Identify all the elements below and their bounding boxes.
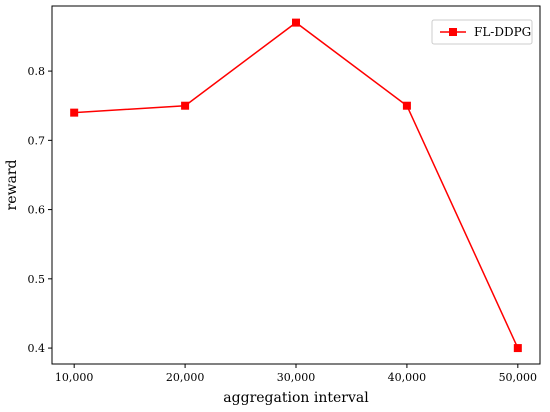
data-point bbox=[402, 101, 411, 110]
series-group bbox=[70, 18, 522, 353]
y-tick-label: 0.5 bbox=[28, 273, 46, 286]
legend-marker bbox=[449, 28, 457, 36]
x-tick-label: 40,000 bbox=[388, 371, 427, 384]
data-point bbox=[513, 344, 522, 353]
x-tick-label: 50,000 bbox=[499, 371, 538, 384]
y-axis-ticks: 0.4 0.5 0.6 0.7 0.8 bbox=[28, 65, 52, 355]
x-tick-label: 20,000 bbox=[166, 371, 205, 384]
x-tick-label: 10,000 bbox=[55, 371, 94, 384]
y-tick-label: 0.6 bbox=[28, 204, 46, 217]
x-axis-ticks: 10,000 20,000 30,000 40,000 50,000 bbox=[55, 364, 537, 384]
y-tick-label: 0.4 bbox=[28, 342, 46, 355]
data-point bbox=[181, 101, 190, 110]
y-tick-label: 0.8 bbox=[28, 65, 46, 78]
legend: FL-DDPG bbox=[431, 19, 533, 45]
x-axis-label: aggregation interval bbox=[223, 390, 369, 406]
legend-box bbox=[431, 19, 533, 45]
y-axis-label: reward bbox=[4, 159, 20, 210]
x-tick-label: 30,000 bbox=[277, 371, 316, 384]
data-point bbox=[70, 108, 79, 117]
series-line bbox=[74, 21, 519, 349]
plot-area bbox=[51, 5, 541, 365]
data-point bbox=[292, 18, 300, 27]
y-tick-label: 0.7 bbox=[28, 134, 46, 147]
legend-entry-fl-ddpg: FL-DDPG bbox=[474, 25, 531, 39]
